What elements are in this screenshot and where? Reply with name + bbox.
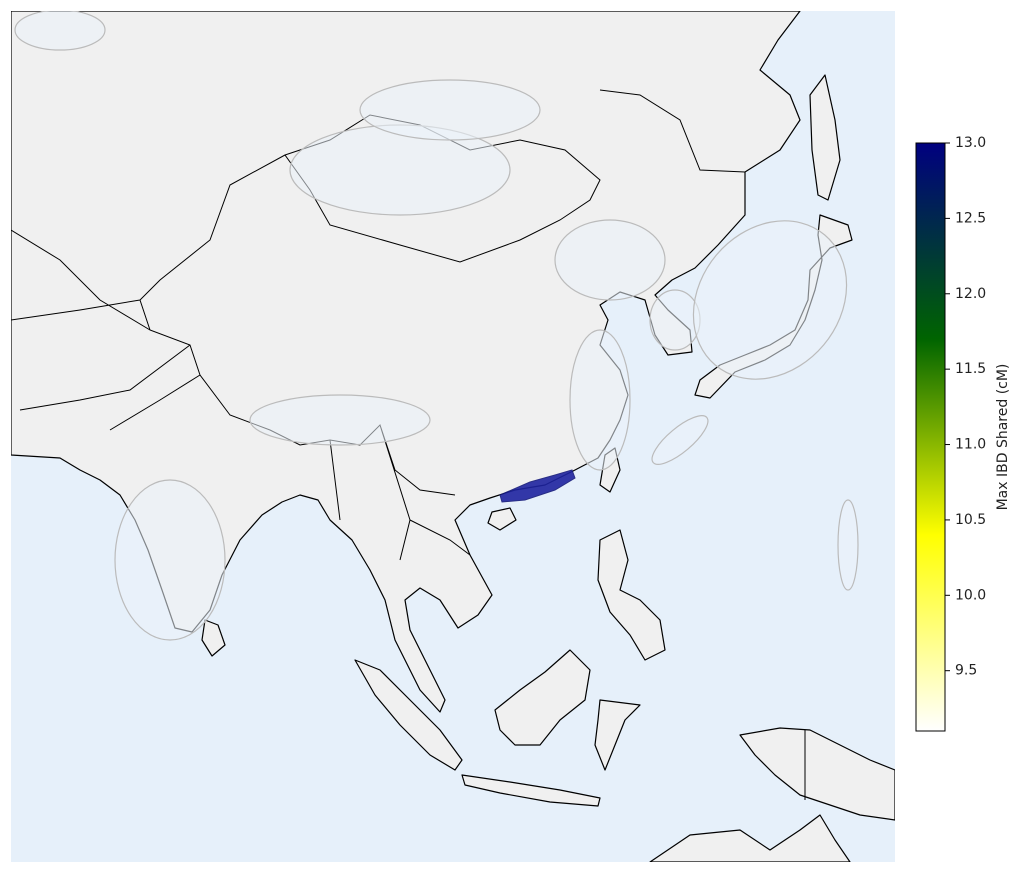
australia — [649, 814, 851, 862]
colorbar-tick-label: 11.0 — [955, 437, 986, 453]
colorbar-tick-label: 10.0 — [955, 587, 986, 603]
sri-lanka — [201, 619, 226, 657]
colorbar-tick-label: 10.5 — [955, 512, 986, 528]
hainan — [487, 507, 517, 531]
highlight-region — [499, 469, 576, 503]
colorbar-label: Max IBD Shared (cM) — [995, 364, 1011, 511]
colorbar-tick-label: 12.5 — [955, 210, 986, 226]
colorbar-tick-label: 9.5 — [955, 663, 977, 679]
colorbar-tick-label: 13.0 — [955, 135, 986, 151]
sulawesi — [594, 699, 641, 771]
map — [11, 11, 895, 862]
colorbar — [915, 142, 946, 732]
region-outlines — [14, 11, 859, 641]
philippines — [597, 529, 666, 661]
colorbar-tick-label: 11.5 — [955, 361, 986, 377]
borders — [11, 89, 806, 800]
sumatra — [354, 659, 463, 771]
colorbar-tick-label: 12.0 — [955, 286, 986, 302]
kamchatka-sakhalin — [809, 74, 841, 201]
new-guinea — [739, 727, 895, 821]
borneo — [494, 649, 591, 746]
java — [461, 774, 601, 807]
